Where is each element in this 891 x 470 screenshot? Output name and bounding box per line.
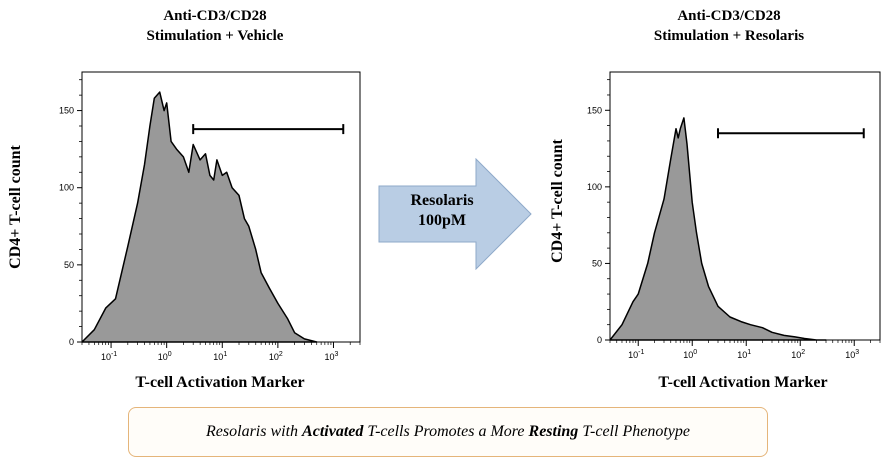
histogram-series bbox=[609, 117, 827, 341]
x-tick-label: 100 bbox=[158, 351, 172, 360]
caption-box: Resolaris with Activated T-cells Promote… bbox=[128, 407, 768, 457]
right-histogram-chart: 0 50 100 150 10-1 100 101 102 103 bbox=[587, 71, 881, 360]
x-tick-label: 10-1 bbox=[101, 351, 117, 360]
treatment-arrow: Resolaris 100pM bbox=[378, 157, 534, 271]
x-tick-label: 102 bbox=[791, 349, 805, 360]
y-tick-label: 100 bbox=[59, 183, 74, 193]
x-tick-label: 103 bbox=[845, 349, 859, 360]
caption-part2: T-cells Promotes a More bbox=[363, 423, 529, 440]
x-tick-label: 102 bbox=[269, 351, 283, 360]
left-title-line2: Stimulation + Vehicle bbox=[146, 28, 284, 44]
histogram-series bbox=[81, 91, 318, 343]
left-chart-title: Anti-CD3/CD28 Stimulation + Vehicle bbox=[100, 6, 330, 46]
caption-text: Resolaris with Activated T-cells Promote… bbox=[206, 423, 690, 441]
arrow-shape bbox=[378, 157, 532, 271]
arrow-label-line1: Resolaris bbox=[410, 192, 474, 209]
right-title-line1: Anti-CD3/CD28 bbox=[677, 8, 781, 24]
caption-part3: T-cell Phenotype bbox=[578, 423, 690, 440]
caption-bold-activated: Activated bbox=[302, 423, 364, 440]
y-tick-label: 100 bbox=[587, 182, 602, 192]
arrow-label-line2: 100pM bbox=[418, 212, 466, 229]
x-tick-label: 101 bbox=[213, 351, 227, 360]
x-tick-label: 100 bbox=[683, 349, 697, 360]
caption-bold-resting: Resting bbox=[528, 423, 579, 440]
x-tick-label: 101 bbox=[737, 349, 751, 360]
caption-part1: Resolaris with bbox=[206, 423, 303, 440]
left-y-axis-label: CD4+ T-cell count bbox=[7, 145, 24, 269]
right-x-axis-label: T-cell Activation Marker bbox=[658, 374, 828, 391]
y-tick-label: 0 bbox=[597, 335, 602, 345]
right-y-axis-label: CD4+ T-cell count bbox=[549, 139, 566, 263]
right-chart-title: Anti-CD3/CD28 Stimulation + Resolaris bbox=[614, 6, 844, 46]
left-histogram-chart: 0 50 100 150 10-1 100 101 102 103 bbox=[59, 71, 361, 360]
y-tick-label: 150 bbox=[587, 105, 602, 115]
right-title-line2: Stimulation + Resolaris bbox=[653, 28, 805, 44]
y-tick-label: 150 bbox=[59, 106, 74, 116]
left-x-axis-label: T-cell Activation Marker bbox=[135, 374, 305, 391]
y-tick-label: 0 bbox=[69, 337, 74, 347]
x-tick-label: 103 bbox=[325, 351, 339, 360]
x-tick-label: 10-1 bbox=[628, 349, 644, 360]
y-tick-label: 50 bbox=[64, 260, 74, 270]
arrow-label: Resolaris 100pM bbox=[378, 191, 506, 231]
y-tick-label: 50 bbox=[592, 258, 602, 268]
left-title-line1: Anti-CD3/CD28 bbox=[163, 8, 267, 24]
